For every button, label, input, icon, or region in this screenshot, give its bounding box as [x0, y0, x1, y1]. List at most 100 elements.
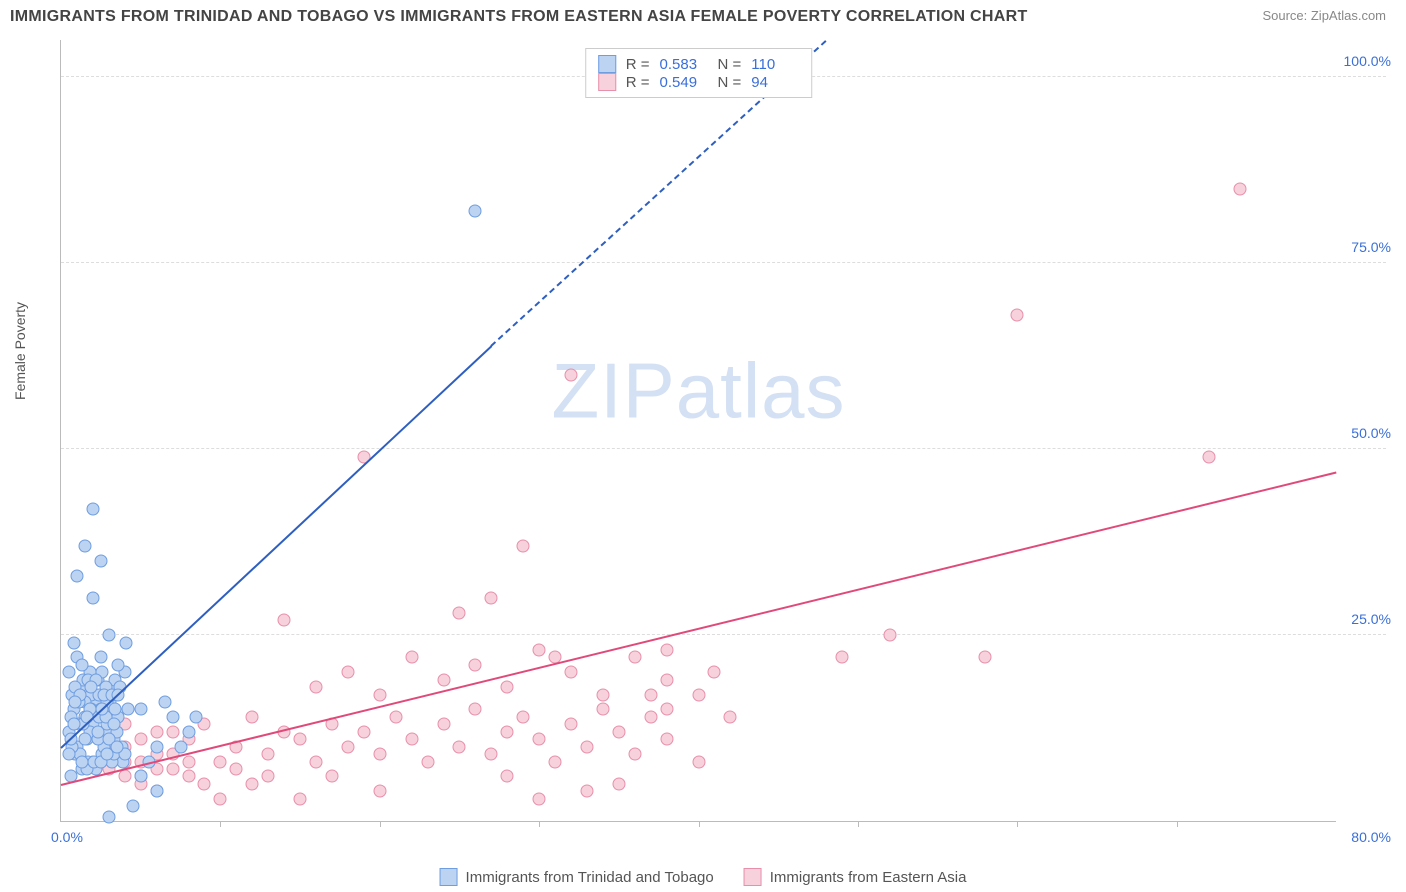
scatter-point — [75, 755, 88, 768]
scatter-point — [182, 725, 195, 738]
legend-label-a: Immigrants from Trinidad and Tobago — [466, 869, 714, 886]
scatter-point — [660, 673, 673, 686]
scatter-point — [182, 755, 195, 768]
scatter-point — [405, 733, 418, 746]
scatter-point — [94, 554, 107, 567]
scatter-point — [62, 748, 75, 761]
scatter-point — [373, 748, 386, 761]
stats-row-b: R = 0.549 N = 94 — [598, 73, 800, 91]
scatter-point — [501, 770, 514, 783]
scatter-point — [389, 710, 402, 723]
scatter-point — [150, 740, 163, 753]
scatter-point — [150, 785, 163, 798]
x-max-label: 80.0% — [1351, 829, 1391, 845]
legend-swatch-a-icon — [440, 868, 458, 886]
scatter-point — [533, 643, 546, 656]
scatter-point — [158, 696, 171, 709]
x-tick — [858, 821, 859, 827]
watermark: ZIPatlas — [551, 346, 845, 437]
scatter-point — [437, 718, 450, 731]
scatter-point — [214, 755, 227, 768]
scatter-point — [580, 785, 593, 798]
x-tick — [1017, 821, 1018, 827]
scatter-point — [596, 703, 609, 716]
y-tick-label: 75.0% — [1351, 239, 1391, 255]
scatter-point — [596, 688, 609, 701]
scatter-point — [724, 710, 737, 723]
scatter-point — [517, 539, 530, 552]
x-tick — [1177, 821, 1178, 827]
scatter-point — [1234, 182, 1247, 195]
scatter-point — [533, 792, 546, 805]
scatter-point — [294, 733, 307, 746]
scatter-point — [182, 770, 195, 783]
n-value-a: 110 — [751, 56, 799, 73]
plot-area: ZIPatlas R = 0.583 N = 110 R = 0.549 N =… — [60, 40, 1336, 822]
scatter-point — [134, 733, 147, 746]
scatter-point — [246, 777, 259, 790]
scatter-point — [580, 740, 593, 753]
scatter-point — [469, 658, 482, 671]
y-tick-label: 50.0% — [1351, 425, 1391, 441]
stats-legend-box: R = 0.583 N = 110 R = 0.549 N = 94 — [585, 48, 813, 98]
scatter-point — [357, 725, 370, 738]
scatter-point — [107, 718, 120, 731]
scatter-point — [549, 755, 562, 768]
legend-item-b: Immigrants from Eastern Asia — [744, 868, 967, 886]
scatter-point — [246, 710, 259, 723]
scatter-point — [91, 725, 104, 738]
y-tick-label: 25.0% — [1351, 611, 1391, 627]
scatter-point — [118, 770, 131, 783]
scatter-point — [469, 205, 482, 218]
scatter-point — [198, 777, 211, 790]
scatter-point — [85, 681, 98, 694]
scatter-point — [437, 673, 450, 686]
scatter-point — [69, 696, 82, 709]
scatter-point — [692, 755, 705, 768]
scatter-point — [533, 733, 546, 746]
scatter-point — [325, 770, 338, 783]
x-origin-label: 0.0% — [51, 829, 83, 845]
scatter-point — [190, 710, 203, 723]
legend-swatch-b-icon — [744, 868, 762, 886]
scatter-point — [166, 725, 179, 738]
scatter-point — [1202, 450, 1215, 463]
scatter-point — [126, 800, 139, 813]
scatter-point — [341, 740, 354, 753]
gridline — [61, 448, 1386, 449]
scatter-point — [373, 688, 386, 701]
scatter-point — [112, 658, 125, 671]
scatter-point — [120, 636, 133, 649]
scatter-point — [86, 502, 99, 515]
gridline — [61, 634, 1386, 635]
r-label: R = — [626, 56, 650, 73]
swatch-b-icon — [598, 73, 616, 91]
x-tick — [220, 821, 221, 827]
scatter-point — [310, 681, 323, 694]
scatter-point — [565, 368, 578, 381]
n-label: N = — [718, 74, 742, 91]
scatter-point — [660, 703, 673, 716]
gridline — [61, 262, 1386, 263]
scatter-point — [262, 748, 275, 761]
legend-label-b: Immigrants from Eastern Asia — [770, 869, 967, 886]
scatter-point — [230, 762, 243, 775]
r-label: R = — [626, 74, 650, 91]
scatter-point — [134, 703, 147, 716]
scatter-point — [262, 770, 275, 783]
scatter-point — [692, 688, 705, 701]
scatter-point — [979, 651, 992, 664]
scatter-point — [628, 651, 641, 664]
scatter-point — [485, 591, 498, 604]
y-tick-label: 100.0% — [1344, 53, 1391, 69]
scatter-point — [660, 733, 673, 746]
scatter-point — [612, 725, 625, 738]
scatter-point — [373, 785, 386, 798]
chart-container: Female Poverty ZIPatlas R = 0.583 N = 11… — [30, 40, 1396, 842]
trend-line — [61, 471, 1336, 785]
scatter-point — [517, 710, 530, 723]
x-tick — [539, 821, 540, 827]
scatter-point — [102, 811, 115, 824]
scatter-point — [835, 651, 848, 664]
n-label: N = — [718, 56, 742, 73]
